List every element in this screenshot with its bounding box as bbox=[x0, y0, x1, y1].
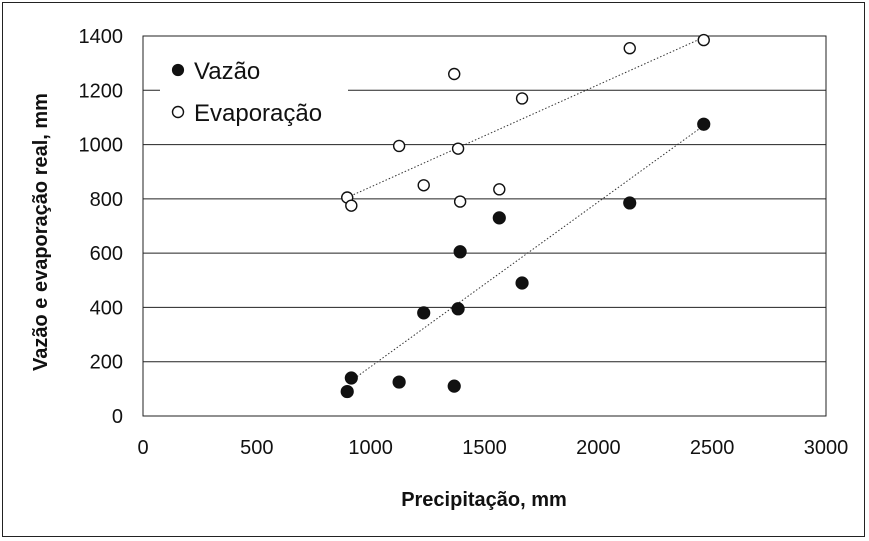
evaporacao-point bbox=[392, 139, 406, 153]
y-tick-label: 0 bbox=[112, 406, 123, 428]
y-tick-label: 600 bbox=[90, 243, 123, 265]
evaporacao-point bbox=[697, 33, 710, 47]
evaporacao-point bbox=[451, 142, 465, 155]
x-tick-label: 500 bbox=[240, 437, 273, 459]
data-points bbox=[340, 33, 711, 399]
legend: Vazão Evaporação bbox=[160, 50, 348, 130]
evaporacao-point bbox=[493, 183, 506, 196]
x-tick-label: 1000 bbox=[348, 437, 393, 459]
evaporacao-point bbox=[453, 195, 467, 208]
plot-area-border bbox=[142, 35, 827, 417]
legend-marker-vazao bbox=[171, 63, 185, 77]
x-tick-label: 2500 bbox=[690, 437, 735, 459]
vazao-point bbox=[447, 379, 461, 393]
legend-marker-evaporacao bbox=[171, 105, 185, 119]
evaporacao-point bbox=[448, 67, 461, 81]
trendlines bbox=[347, 36, 705, 382]
x-tick-label: 0 bbox=[137, 437, 148, 459]
x-tick-label: 3000 bbox=[804, 437, 849, 459]
trendline-series-1 bbox=[347, 36, 704, 198]
vazao-point bbox=[697, 117, 711, 131]
evaporacao-point bbox=[417, 179, 430, 192]
legend-label-vazao: Vazão bbox=[194, 58, 260, 85]
legend-label-evaporacao: Evaporação bbox=[194, 100, 322, 127]
vazao-point bbox=[392, 375, 406, 389]
y-tick-label: 1200 bbox=[79, 80, 124, 102]
trendline-series-0 bbox=[351, 125, 705, 382]
y-tick-label: 400 bbox=[90, 297, 123, 319]
vazao-point bbox=[344, 371, 358, 385]
evaporacao-point bbox=[345, 199, 358, 212]
y-tick-label: 200 bbox=[90, 352, 123, 374]
x-tick-label: 1500 bbox=[462, 437, 507, 459]
y-tick-label: 800 bbox=[90, 189, 123, 211]
vazao-point bbox=[453, 245, 467, 259]
y-tick-label: 1400 bbox=[79, 26, 124, 48]
evaporacao-point bbox=[515, 92, 529, 105]
vazao-point bbox=[492, 211, 506, 225]
vazao-point bbox=[417, 306, 431, 320]
y-axis-title: Vazão e evaporação real, mm bbox=[30, 93, 52, 371]
x-tick-labels: 0 500 1000 1500 2000 2500 3000 bbox=[137, 437, 848, 459]
vazao-point bbox=[340, 384, 354, 399]
x-axis-title: Precipitação, mm bbox=[401, 489, 567, 511]
legend-background bbox=[160, 50, 348, 130]
evaporacao-point bbox=[623, 42, 636, 55]
vazao-point bbox=[515, 276, 529, 290]
vazao-point bbox=[623, 196, 637, 210]
y-tick-labels: 0 200 400 600 800 1000 1200 1400 bbox=[79, 26, 124, 428]
x-tick-label: 2000 bbox=[576, 437, 621, 459]
y-tick-label: 1000 bbox=[79, 135, 124, 157]
vazao-point bbox=[451, 302, 465, 316]
